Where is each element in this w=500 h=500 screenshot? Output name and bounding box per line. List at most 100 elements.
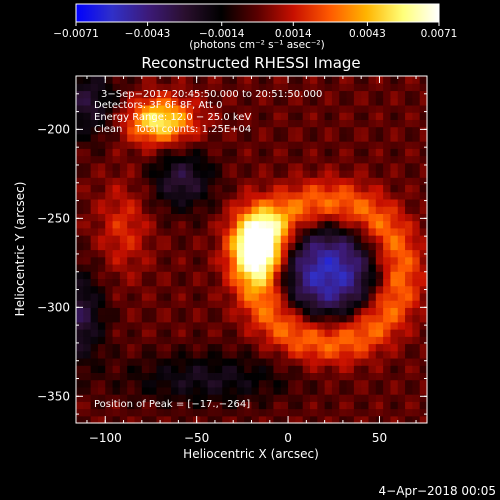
heatmap-cell [353,401,362,410]
heatmap-cell [346,169,355,178]
heatmap-cell [353,227,362,236]
heatmap-cell [339,372,348,381]
heatmap-cell [185,329,194,337]
heatmap-cell [353,329,362,337]
heatmap-cell [97,76,106,84]
heatmap-cell [90,198,99,207]
heatmap-cell [295,235,304,243]
heatmap-cell [185,263,194,272]
heatmap-cell [200,329,209,337]
heatmap-cell [119,90,128,99]
heatmap-cell [163,365,172,373]
heatmap-cell [405,408,413,417]
heatmap-cell [375,198,384,207]
heatmap-cell [171,278,179,287]
heatmap-cell [412,300,421,308]
heatmap-cell [317,329,326,337]
heatmap-cell [375,97,384,106]
heatmap-cell [266,184,275,193]
heatmap-cell [244,162,253,171]
heatmap-cell [405,83,413,92]
heatmap-cell [222,256,231,265]
heatmap-cell [141,372,150,381]
heatmap-cell [346,162,355,171]
heatmap-cell [390,112,399,120]
heatmap-cell [149,198,158,207]
heatmap-cell [127,206,136,214]
heatmap-cell [90,177,99,186]
heatmap-cell [244,372,253,381]
heatmap-cell [368,401,377,410]
heatmap-cell [193,155,201,164]
heatmap-cell [397,386,406,395]
heatmap-cell [412,263,421,272]
heatmap-cell [412,394,421,402]
heatmap-cell [368,206,377,214]
heatmap-cell [368,133,377,142]
heatmap-cell [156,329,165,337]
heatmap-cell [375,177,384,186]
heatmap-cell [244,379,253,388]
heatmap-cell [288,357,296,366]
heatmap-cell [105,162,114,171]
heatmap-cell [295,256,304,265]
heatmap-cell [383,227,392,236]
heatmap-cell [310,213,318,222]
heatmap-cell [244,184,253,193]
heatmap-cell [83,408,92,417]
heatmap-cell [302,321,311,330]
heatmap-cell [229,162,238,171]
colorbar-tick-label: 0.0071 [421,28,458,40]
heatmap-cell [76,126,84,135]
heatmap-cell [375,148,384,157]
heatmap-cell [295,357,304,366]
heatmap-cell [258,401,267,410]
heatmap-cell [236,155,245,164]
heatmap-cell [236,329,245,337]
heatmap-cell [178,112,187,120]
heatmap-cell [127,104,136,113]
heatmap-cell [310,343,318,352]
heatmap-cell [419,329,428,337]
heatmap-cell [361,415,370,424]
heatmap-cell [324,336,333,345]
heatmap-cell [405,249,413,258]
heatmap-cell [127,271,136,280]
heatmap-cell [127,415,136,424]
heatmap-cell [346,235,355,243]
heatmap-cell [97,90,106,99]
heatmap-cell [229,242,238,251]
heatmap-cell [105,321,114,330]
heatmap-cell [295,394,304,402]
colorbar: −0.0071 −0.0043 −0.0014 0.0014 0.0043 0.0071 … [53,3,458,51]
heatmap-cell [251,162,260,171]
heatmap-cell [295,336,304,345]
heatmap-cell [390,83,399,92]
heatmap-cell [207,372,216,381]
heatmap-cell [76,83,84,92]
heatmap-cell [127,357,136,366]
heatmap-cell [207,213,216,222]
heatmap-cell [353,141,362,149]
heatmap-cell [171,357,179,366]
heatmap-cell [171,300,179,308]
heatmap-cell [419,394,428,402]
heatmap-cell [200,271,209,280]
heatmap-cell [390,256,399,265]
heatmap-cell [339,386,348,395]
heatmap-cell [163,162,172,171]
heatmap-cell [310,379,318,388]
heatmap-cell [119,198,128,207]
heatmap-cell [171,271,179,280]
heatmap-cell [214,249,223,258]
heatmap-cell [324,314,333,323]
heatmap-cell [214,271,223,280]
heatmap-cell [346,292,355,301]
heatmap-cell [346,271,355,280]
heatmap-cell [383,263,392,272]
heatmap-cell [83,198,92,207]
heatmap-cell [236,235,245,243]
heatmap-cell [383,119,392,128]
heatmap-cell [178,227,187,236]
heatmap-cell [375,256,384,265]
